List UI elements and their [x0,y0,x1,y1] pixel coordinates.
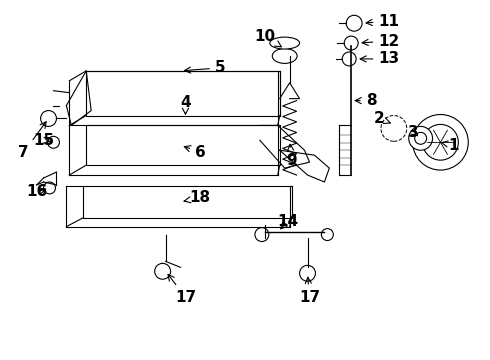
Text: 16: 16 [26,184,47,199]
Text: 10: 10 [254,28,281,47]
Text: 4: 4 [180,95,191,114]
Circle shape [155,264,171,279]
Circle shape [381,116,407,141]
Text: 11: 11 [366,14,399,29]
Text: 8: 8 [355,93,376,108]
Text: 7: 7 [19,122,46,160]
Text: 18: 18 [184,190,211,205]
Bar [86,71,280,116]
Ellipse shape [272,49,297,63]
Bar [83,186,292,218]
Text: 9: 9 [286,144,297,168]
Text: 1: 1 [441,138,459,153]
Text: 12: 12 [362,33,399,49]
Bar [86,125,280,165]
Circle shape [48,136,59,148]
Text: 17: 17 [299,277,320,305]
Circle shape [415,132,427,144]
Circle shape [342,52,356,66]
Circle shape [346,15,362,31]
Circle shape [413,114,468,170]
Text: 13: 13 [360,51,399,67]
Text: 5: 5 [185,60,225,75]
Ellipse shape [270,37,299,49]
Circle shape [321,229,333,240]
Text: 15: 15 [33,133,54,148]
Circle shape [44,182,55,194]
Text: 3: 3 [408,125,419,140]
Text: 14: 14 [277,214,298,229]
Text: 17: 17 [168,274,196,305]
Circle shape [422,125,458,160]
Circle shape [409,126,433,150]
Circle shape [344,36,358,50]
Circle shape [299,265,316,281]
Circle shape [41,111,56,126]
Circle shape [255,228,269,242]
Text: 6: 6 [184,145,206,160]
Text: 2: 2 [373,111,390,126]
